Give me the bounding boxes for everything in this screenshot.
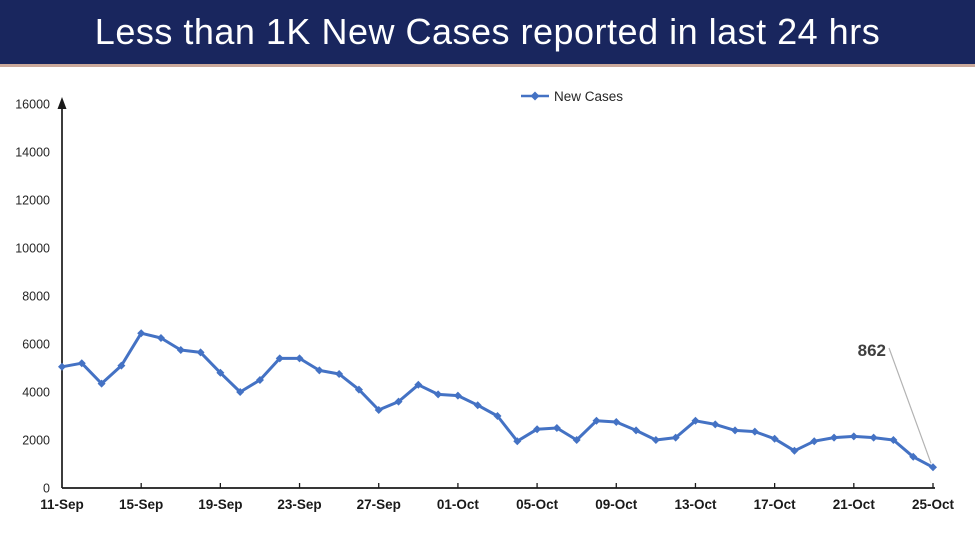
x-tick-label: 01-Oct — [437, 497, 480, 512]
data-point — [77, 359, 86, 368]
x-tick-label: 15-Sep — [119, 497, 163, 512]
data-point — [117, 361, 126, 370]
data-point — [552, 424, 561, 432]
y-tick-label: 2000 — [22, 434, 50, 448]
data-point — [156, 334, 165, 342]
data-point — [295, 354, 304, 363]
data-point — [849, 432, 858, 441]
data-point — [889, 436, 898, 444]
legend-marker-icon — [530, 91, 540, 101]
data-point — [830, 433, 839, 442]
x-tick-label: 05-Oct — [516, 497, 559, 512]
data-point — [909, 452, 918, 461]
y-tick-label: 8000 — [22, 290, 50, 304]
data-point — [315, 366, 324, 375]
data-point — [572, 436, 581, 444]
x-tick-label: 25-Oct — [912, 497, 955, 512]
data-point — [929, 463, 937, 472]
data-point — [750, 427, 759, 436]
data-point — [731, 426, 740, 435]
data-point — [137, 329, 146, 338]
data-point — [869, 433, 878, 442]
data-point — [790, 446, 799, 455]
y-tick-label: 4000 — [22, 386, 50, 400]
annotation-leader-line — [888, 347, 932, 464]
y-tick-label: 10000 — [15, 242, 50, 256]
data-point — [810, 437, 819, 446]
new-cases-line — [60, 331, 935, 469]
data-point — [275, 354, 284, 363]
data-point — [374, 406, 383, 414]
data-point — [354, 385, 363, 394]
data-point — [196, 348, 205, 357]
data-point — [770, 434, 779, 443]
x-tick-label: 09-Oct — [595, 497, 638, 512]
data-point — [592, 416, 601, 425]
x-tick-label: 11-Sep — [40, 497, 84, 512]
data-point — [453, 391, 462, 400]
x-tick-label: 23-Sep — [277, 497, 321, 512]
x-tick-label: 19-Sep — [198, 497, 242, 512]
data-point — [434, 390, 443, 399]
y-tick-label: 12000 — [15, 194, 50, 208]
y-tick-label: 14000 — [15, 146, 50, 160]
y-tick-label: 0 — [43, 482, 50, 496]
page-title: Less than 1K New Cases reported in last … — [94, 11, 881, 52]
annotation-label: 862 — [858, 341, 886, 360]
data-point — [632, 426, 641, 435]
data-point — [513, 437, 522, 446]
data-point — [711, 420, 720, 429]
data-point — [414, 380, 423, 389]
data-point — [473, 401, 482, 410]
data-point — [691, 416, 700, 425]
line-chart: 0 2000 4000 6000 8000 10000 12000 14000 16000 11-… — [15, 89, 955, 512]
data-point — [651, 436, 660, 444]
data-point — [255, 376, 264, 384]
data-point — [671, 433, 680, 442]
y-tick-label: 16000 — [15, 98, 50, 112]
data-point — [533, 425, 542, 434]
data-point — [176, 346, 185, 354]
legend-label: New Cases — [554, 89, 623, 104]
y-tick-label: 6000 — [22, 338, 50, 352]
data-point — [58, 362, 66, 371]
data-point — [612, 418, 621, 426]
data-point — [216, 368, 225, 377]
x-tick-label: 27-Sep — [357, 497, 401, 512]
x-tick-label: 17-Oct — [754, 497, 797, 512]
x-tick-label: 13-Oct — [674, 497, 717, 512]
data-point — [97, 379, 106, 388]
x-tick-label: 21-Oct — [833, 497, 876, 512]
data-point — [236, 388, 245, 396]
title-bar: Less than 1K New Cases reported in last … — [0, 0, 975, 67]
data-point — [493, 412, 502, 420]
y-axis-arrow-icon — [57, 97, 67, 109]
data-point — [335, 370, 344, 378]
data-point — [394, 397, 403, 406]
